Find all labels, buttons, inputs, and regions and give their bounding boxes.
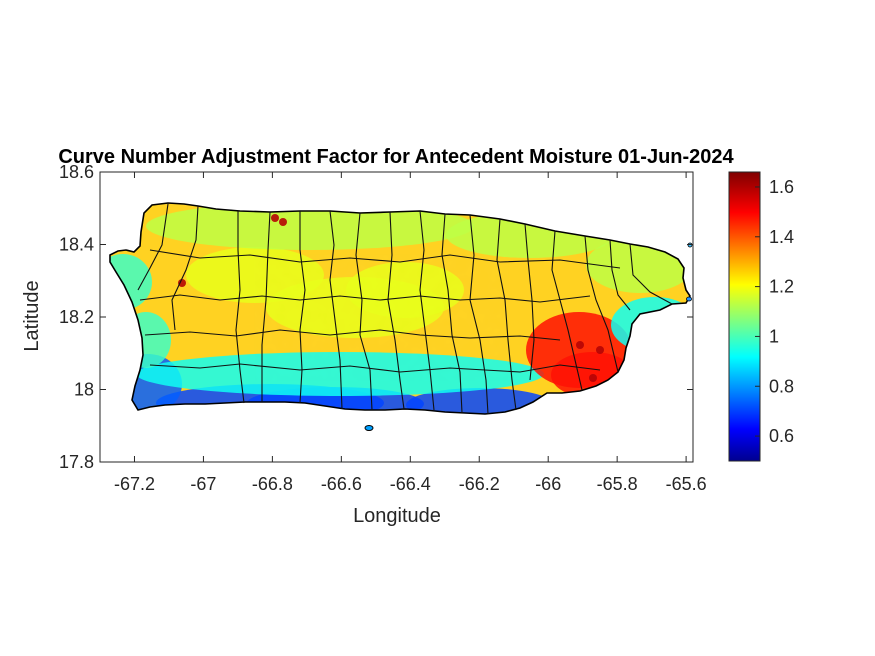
y-axis-label: Latitude <box>21 280 43 351</box>
x-axis-label: Longitude <box>353 505 441 527</box>
municipality-boundary <box>419 210 435 411</box>
municipality-boundary <box>329 210 343 410</box>
islet-east <box>686 296 692 302</box>
x-tick-label: -65.6 <box>666 474 707 494</box>
y-tick-label: 18.4 <box>59 235 94 255</box>
colorbar-tick-label: 1.4 <box>769 227 794 247</box>
municipality-boundary <box>387 211 405 410</box>
hotspot <box>596 346 604 354</box>
x-tick-label: -66.2 <box>459 474 500 494</box>
colorbar-tick-label: 0.6 <box>769 426 794 446</box>
municipality-boundary <box>149 249 621 269</box>
x-axis: -67.2 -67 -66.8 -66.6 -66.4 -66.2 -66 -65.8 -65.… <box>114 172 707 494</box>
municipality-boundary <box>551 230 583 391</box>
colorbar-tick-label: 1.6 <box>769 177 794 197</box>
colorbar-gradient <box>728 171 761 462</box>
islet-cayo <box>364 425 374 431</box>
hotspot <box>178 279 186 287</box>
municipality-boundary <box>441 213 463 414</box>
x-tick-label: -66.6 <box>321 474 362 494</box>
municipality-boundary <box>235 211 245 404</box>
municipality-boundary <box>629 243 673 305</box>
hotspot <box>279 218 287 226</box>
municipality-boundary <box>171 205 199 331</box>
x-tick-label: -66.8 <box>252 474 293 494</box>
colorbar-tick-label: 1 <box>769 326 779 346</box>
y-tick-label: 18.6 <box>59 162 94 182</box>
moisture-region <box>346 262 464 318</box>
municipality-boundary <box>496 218 517 411</box>
colorbar-ticks: 0.6 0.8 1 1.2 1.4 1.6 <box>755 177 794 446</box>
hotspot <box>576 341 584 349</box>
y-axis: 17.8 18 18.2 18.4 18.6 <box>59 162 693 472</box>
y-tick-label: 18 <box>74 380 94 400</box>
municipality-boundary <box>584 235 619 373</box>
colorbar-tick-label: 0.8 <box>769 376 794 396</box>
y-tick-label: 17.8 <box>59 452 94 472</box>
municipality-boundary <box>139 294 591 303</box>
municipality-boundary <box>144 329 561 341</box>
island-outline <box>109 202 691 415</box>
hotspot <box>271 214 279 222</box>
colorbar: 0.6 0.8 1 1.2 1.4 1.6 <box>728 171 794 462</box>
chart-title: Curve Number Adjustment Factor for Antec… <box>58 146 734 168</box>
x-tick-label: -66.4 <box>390 474 431 494</box>
municipality-boundary <box>355 212 373 411</box>
municipality-boundary <box>299 211 306 404</box>
municipality-boundary <box>469 214 489 415</box>
municipality-boundary <box>524 223 535 381</box>
municipality-boundary <box>261 211 271 402</box>
x-tick-label: -66 <box>535 474 561 494</box>
municipality-boundary <box>609 239 631 311</box>
municipality-boundary <box>137 203 169 291</box>
hotspot <box>589 374 597 382</box>
y-tick-label: 18.2 <box>59 307 94 327</box>
x-tick-label: -67.2 <box>114 474 155 494</box>
colorbar-tick-label: 1.2 <box>769 277 794 297</box>
moisture-region <box>136 352 544 396</box>
moisture-region <box>146 203 474 250</box>
municipality-boundaries <box>137 203 673 415</box>
x-tick-label: -65.8 <box>597 474 638 494</box>
x-tick-label: -67 <box>190 474 216 494</box>
municipality-boundary <box>149 363 601 373</box>
